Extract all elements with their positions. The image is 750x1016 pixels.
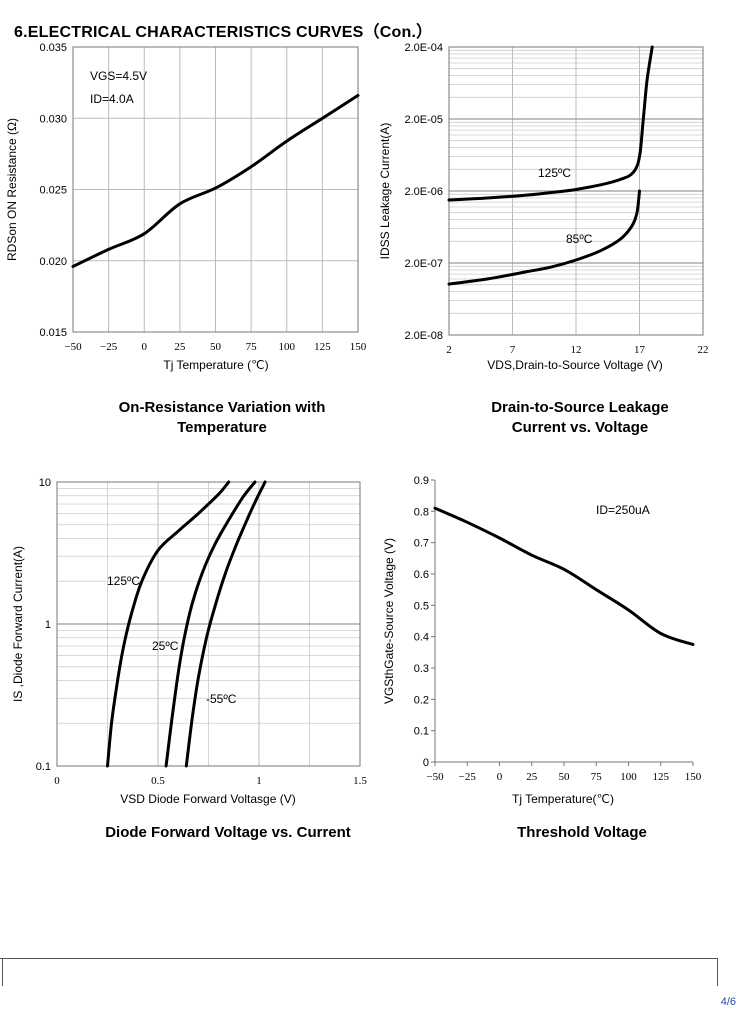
x-tick-label: 100: [620, 771, 637, 783]
x-tick-label: 125: [314, 341, 331, 353]
y-tick-label: 0.035: [39, 42, 67, 54]
x-tick-label: 0: [142, 341, 148, 353]
y-tick-label: 1: [45, 619, 51, 631]
y-tick-label: 0.4: [414, 632, 429, 644]
x-axis-label: Tj Temperature(℃): [512, 792, 614, 806]
x-tick-label: 7: [510, 344, 516, 356]
y-tick-label: 0.1: [36, 761, 51, 773]
y-tick-label: 2.0E-08: [404, 330, 443, 342]
x-axis-label: Tj Temperature (℃): [163, 358, 268, 372]
y-tick-label: 0: [423, 757, 429, 769]
series-label: 125ºC: [538, 166, 571, 180]
footer-divider-left: [2, 958, 3, 986]
x-tick-label: 1.5: [353, 775, 367, 787]
caption-line: Drain-to-Source Leakage: [491, 399, 669, 416]
y-tick-label: 0.2: [414, 694, 429, 706]
y-axis-label: IS ,Diode Forward Current(A): [11, 546, 25, 702]
y-axis-label: VGSthGate-Source Voltage (V): [382, 538, 396, 704]
footer-divider: [0, 958, 717, 959]
series-label: 125ºC: [107, 574, 140, 588]
x-axis-label: VDS,Drain-to-Source Voltage (V): [487, 358, 662, 372]
y-tick-label: 2.0E-05: [404, 114, 443, 126]
x-tick-label: 0: [54, 775, 60, 787]
x-tick-label: −25: [100, 341, 118, 353]
x-tick-label: 50: [559, 771, 571, 783]
plot-frame: [72, 46, 359, 333]
caption-line: Diode Forward Voltage vs. Current: [105, 824, 351, 841]
y-tick-label: 0.020: [39, 256, 67, 268]
plot-frame: [56, 481, 361, 767]
y-tick-label: 2.0E-04: [404, 42, 443, 54]
series-line: [164, 480, 257, 768]
caption-line: Threshold Voltage: [517, 824, 647, 841]
plot-frame: [448, 46, 704, 336]
x-axis-label: VSD Diode Forward Voltasge (V): [120, 792, 295, 806]
y-tick-label: 0.7: [414, 538, 429, 550]
x-tick-label: 75: [591, 771, 603, 783]
y-tick-label: 0.015: [39, 327, 67, 339]
series-label: 25ºC: [152, 639, 179, 653]
y-axis-label: IDSS Leakage Current(A): [378, 123, 392, 260]
y-tick-label: 0.3: [414, 663, 429, 675]
series-label: 85ºC: [566, 232, 593, 246]
x-tick-label: 12: [571, 344, 582, 356]
caption-line: Temperature: [177, 419, 267, 436]
chart-annotation: ID=4.0A: [90, 92, 134, 106]
chart-annotation: VGS=4.5V: [90, 69, 147, 83]
y-tick-label: 0.9: [414, 475, 429, 487]
x-tick-label: 150: [350, 341, 367, 353]
page-number: 4/6: [720, 996, 736, 1008]
series-line: [106, 480, 231, 768]
series-line: [447, 45, 654, 202]
series-line: [71, 93, 360, 268]
caption-diode: Diode Forward Voltage vs. Current: [68, 823, 388, 843]
y-tick-label: 0.5: [414, 600, 429, 612]
x-tick-label: −25: [459, 771, 477, 783]
series-line: [447, 189, 641, 286]
y-tick-label: 2.0E-06: [404, 186, 443, 198]
x-tick-label: 100: [279, 341, 296, 353]
x-tick-label: −50: [64, 341, 82, 353]
y-tick-label: 0.8: [414, 506, 429, 518]
x-tick-label: 25: [174, 341, 186, 353]
y-tick-label: 0.025: [39, 185, 67, 197]
y-tick-label: 2.0E-07: [404, 258, 443, 270]
x-tick-label: 150: [685, 771, 702, 783]
y-tick-label: 0.1: [414, 726, 429, 738]
y-axis-label: RDSon ON Resistance (Ω): [5, 118, 19, 261]
x-tick-label: 50: [210, 341, 222, 353]
x-tick-label: 0.5: [151, 775, 165, 787]
caption-on-resistance: On-Resistance Variation with Temperature: [72, 398, 372, 438]
series-line: [433, 506, 695, 646]
x-tick-label: 1: [256, 775, 262, 787]
x-tick-label: 22: [698, 344, 709, 356]
caption-line: Current vs. Voltage: [511, 419, 649, 436]
x-tick-label: 125: [653, 771, 670, 783]
chart-annotation: ID=250uA: [596, 503, 650, 517]
caption-line: On-Resistance Variation with: [118, 399, 326, 416]
x-tick-label: −50: [426, 771, 444, 783]
caption-leakage: Drain-to-Source Leakage Current vs. Volt…: [430, 398, 730, 438]
y-tick-label: 10: [39, 477, 51, 489]
caption-threshold: Threshold Voltage: [432, 823, 732, 843]
x-tick-label: 0: [497, 771, 503, 783]
page-title: 6.ELECTRICAL CHARACTERISTICS CURVES（Con.…: [14, 24, 433, 41]
x-tick-label: 2: [446, 344, 452, 356]
y-tick-label: 0.6: [414, 569, 429, 581]
y-tick-label: 0.030: [39, 113, 67, 125]
series-line: [184, 480, 267, 768]
x-tick-label: 25: [526, 771, 538, 783]
x-tick-label: 17: [634, 344, 646, 356]
series-label: -55ºC: [206, 692, 237, 706]
x-tick-label: 75: [246, 341, 258, 353]
footer-divider-right: [717, 958, 718, 986]
